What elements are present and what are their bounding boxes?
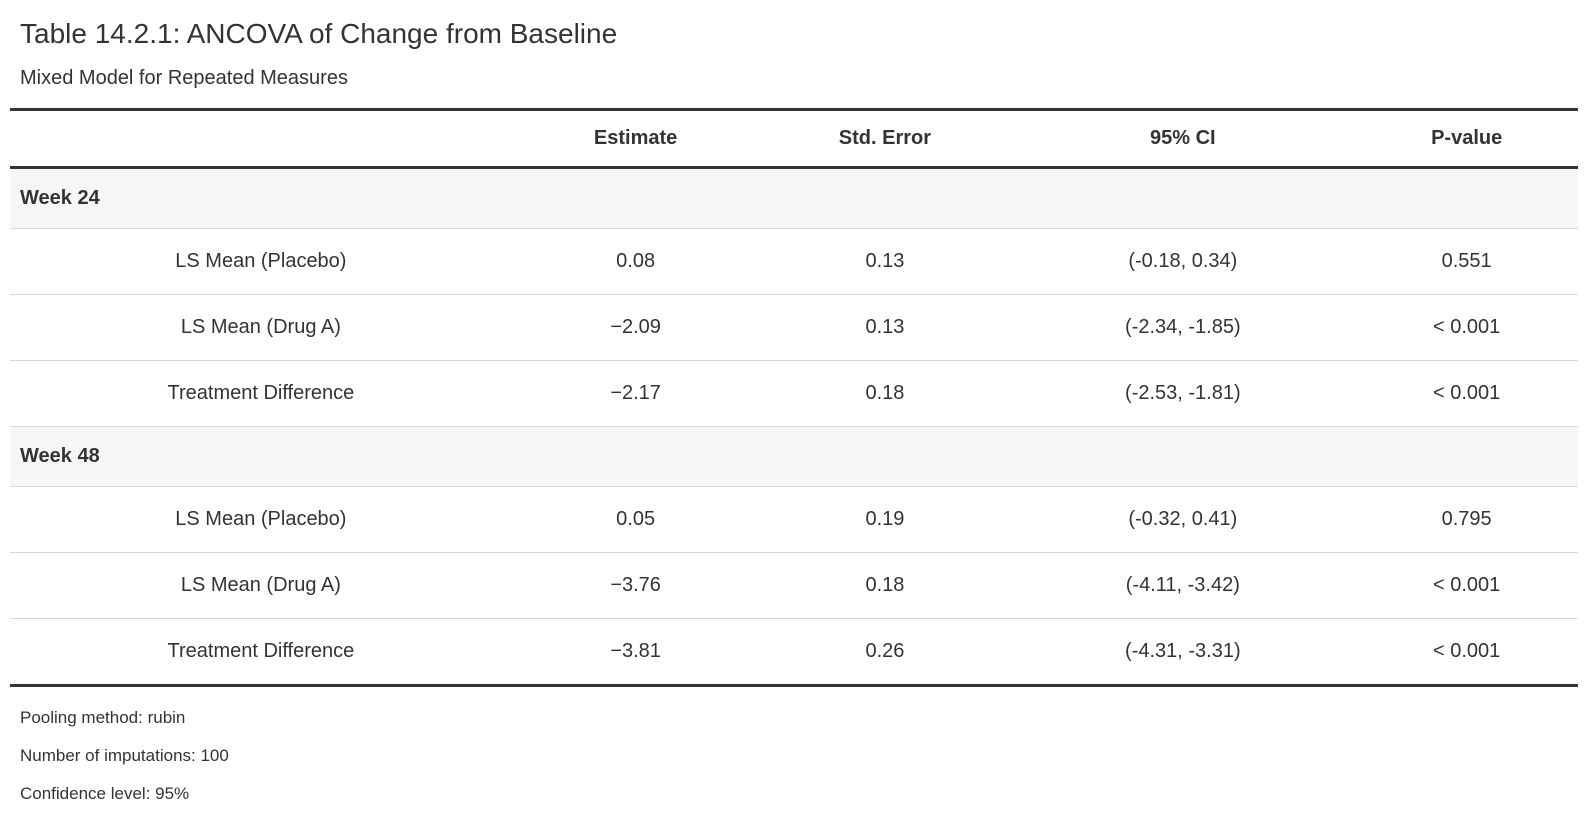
column-header-estimate: Estimate bbox=[511, 109, 760, 170]
cell-estimate: −3.76 bbox=[511, 552, 760, 620]
cell-p-value: < 0.001 bbox=[1355, 294, 1578, 362]
table-header: Estimate Std. Error 95% CI P-value bbox=[10, 109, 1578, 170]
row-label: LS Mean (Drug A) bbox=[10, 294, 512, 362]
table-row: LS Mean (Drug A) −3.76 0.18 (-4.11, -3.4… bbox=[10, 552, 1578, 620]
column-header-ci: 95% CI bbox=[1010, 109, 1356, 170]
cell-estimate: 0.05 bbox=[511, 486, 760, 554]
cell-p-value: < 0.001 bbox=[1355, 618, 1578, 687]
cell-p-value: 0.551 bbox=[1355, 228, 1578, 296]
row-label: LS Mean (Placebo) bbox=[10, 228, 512, 296]
cell-std-error: 0.18 bbox=[759, 360, 1011, 428]
table-row: Treatment Difference −2.17 0.18 (-2.53, … bbox=[10, 360, 1578, 428]
cell-estimate: −2.09 bbox=[511, 294, 760, 362]
cell-std-error: 0.13 bbox=[759, 294, 1011, 362]
ancova-results-table: Estimate Std. Error 95% CI P-value Week … bbox=[10, 108, 1578, 688]
group-header-row-week24: Week 24 bbox=[10, 167, 1578, 230]
table-row: LS Mean (Drug A) −2.09 0.13 (-2.34, -1.8… bbox=[10, 294, 1578, 362]
table-row: LS Mean (Placebo) 0.08 0.13 (-0.18, 0.34… bbox=[10, 228, 1578, 296]
column-header-p-value: P-value bbox=[1355, 109, 1578, 170]
cell-std-error: 0.19 bbox=[759, 486, 1011, 554]
cell-p-value: < 0.001 bbox=[1355, 360, 1578, 428]
row-label: Treatment Difference bbox=[10, 360, 512, 428]
cell-p-value: 0.795 bbox=[1355, 486, 1578, 554]
cell-p-value: < 0.001 bbox=[1355, 552, 1578, 620]
table-body: Week 24 LS Mean (Placebo) 0.08 0.13 (-0.… bbox=[10, 167, 1578, 687]
cell-estimate: −2.17 bbox=[511, 360, 760, 428]
row-label: LS Mean (Placebo) bbox=[10, 486, 512, 554]
group-header-row-week48: Week 48 bbox=[10, 426, 1578, 488]
table-row: LS Mean (Placebo) 0.05 0.19 (-0.32, 0.41… bbox=[10, 486, 1578, 554]
table-row: Treatment Difference −3.81 0.26 (-4.31, … bbox=[10, 618, 1578, 687]
cell-estimate: −3.81 bbox=[511, 618, 760, 687]
cell-std-error: 0.13 bbox=[759, 228, 1011, 296]
table-subtitle: Mixed Model for Repeated Measures bbox=[20, 67, 348, 90]
cell-ci: (-4.31, -3.31) bbox=[1010, 618, 1356, 687]
footnote-confidence-level: Confidence level: 95% bbox=[20, 784, 190, 804]
cell-std-error: 0.26 bbox=[759, 618, 1011, 687]
cell-ci: (-2.53, -1.81) bbox=[1010, 360, 1356, 428]
table-footnotes: Pooling method: rubin Number of imputati… bbox=[10, 687, 1578, 823]
cell-ci: (-0.32, 0.41) bbox=[1010, 486, 1356, 554]
table-title: Table 14.2.1: ANCOVA of Change from Base… bbox=[20, 18, 618, 49]
cell-ci: (-2.34, -1.85) bbox=[1010, 294, 1356, 362]
table-heading: Table 14.2.1: ANCOVA of Change from Base… bbox=[10, 0, 1578, 108]
group-label: Week 24 bbox=[10, 167, 1578, 230]
footnote-imputations: Number of imputations: 100 bbox=[20, 746, 229, 766]
group-label: Week 48 bbox=[10, 426, 1578, 488]
row-label: Treatment Difference bbox=[10, 618, 512, 687]
cell-ci: (-0.18, 0.34) bbox=[1010, 228, 1356, 296]
cell-estimate: 0.08 bbox=[511, 228, 760, 296]
footnote-pooling-method: Pooling method: rubin bbox=[20, 708, 186, 728]
column-header-std-error: Std. Error bbox=[759, 109, 1011, 170]
column-header-row: Estimate Std. Error 95% CI P-value bbox=[10, 109, 1578, 170]
cell-ci: (-4.11, -3.42) bbox=[1010, 552, 1356, 620]
row-label: LS Mean (Drug A) bbox=[10, 552, 512, 620]
column-header-stub bbox=[10, 109, 512, 170]
cell-std-error: 0.18 bbox=[759, 552, 1011, 620]
